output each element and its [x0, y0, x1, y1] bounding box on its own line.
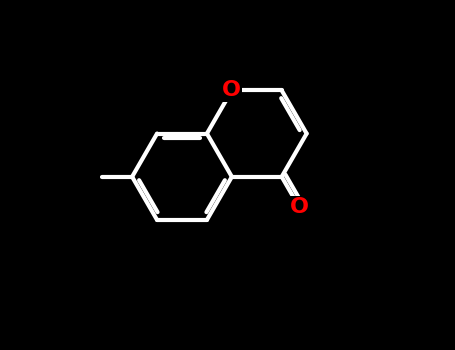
- Text: O: O: [290, 197, 308, 217]
- Text: O: O: [222, 80, 241, 100]
